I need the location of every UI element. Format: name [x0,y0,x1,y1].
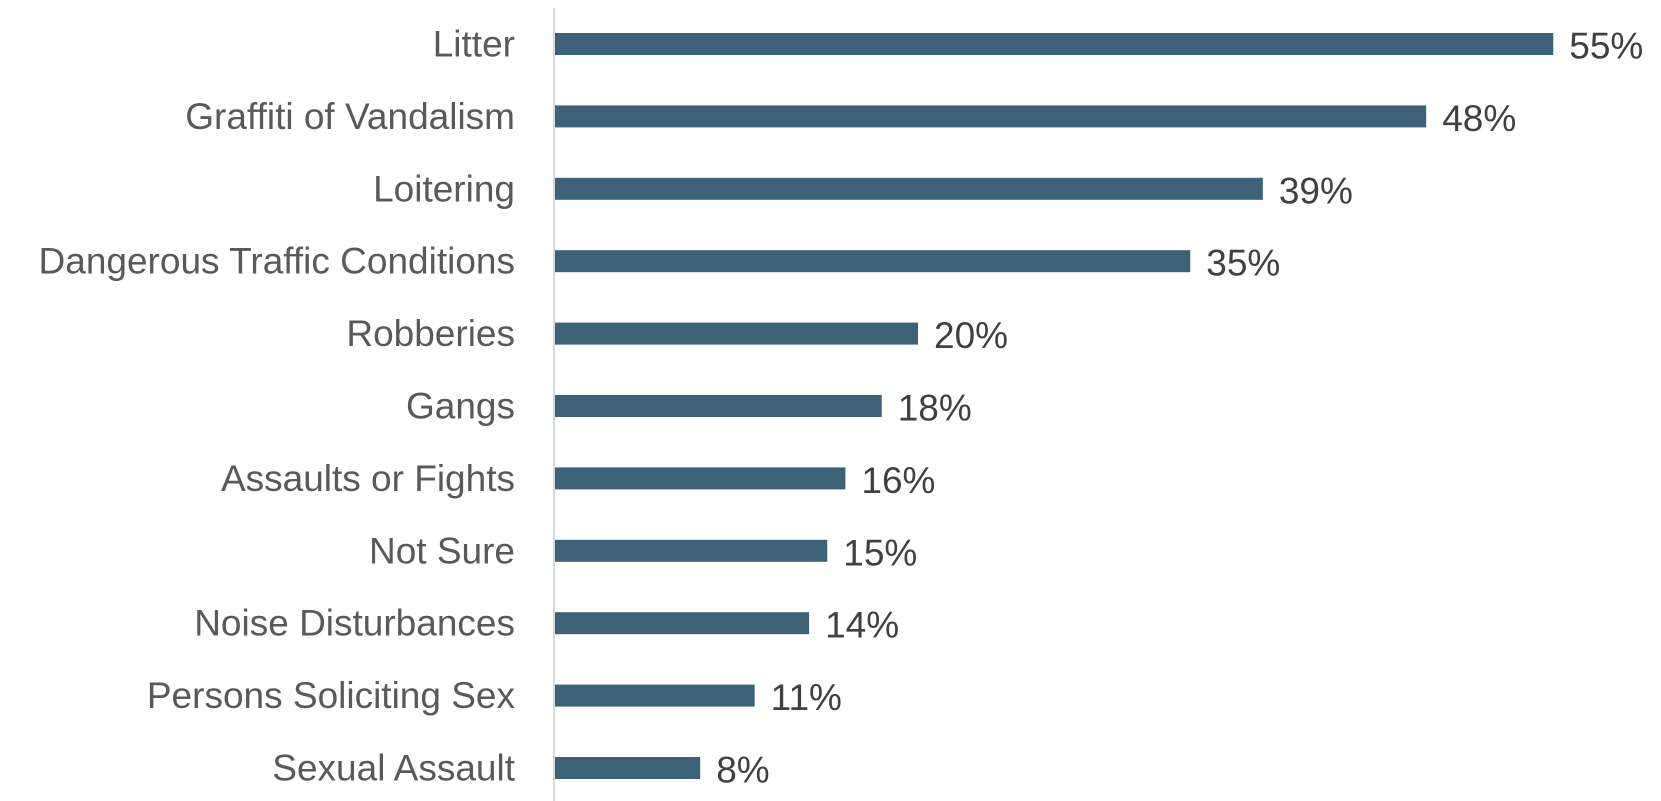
category-label-4: Robberies [346,313,515,354]
category-labels: Litter Graffiti of Vandalism Loitering Dang… [39,24,516,789]
category-label-8: Noise Disturbances [194,603,515,644]
category-label-5: Gangs [406,386,515,427]
bar-4 [555,322,918,345]
bar-9 [555,684,755,707]
bar-2 [555,177,1263,200]
value-label-6: 16% [861,460,935,501]
bar-10 [555,757,701,779]
value-label-9: 11% [771,677,842,718]
category-label-1: Graffiti of Vandalism [185,96,515,137]
category-label-7: Not Sure [369,530,515,571]
bar-1 [555,105,1427,128]
category-label-10: Sexual Assault [272,748,515,789]
category-label-9: Persons Soliciting Sex [147,675,516,716]
bars [555,33,1554,779]
value-label-5: 18% [898,388,972,429]
value-label-0: 55% [1569,26,1643,67]
bar-7 [555,539,828,562]
value-label-3: 35% [1206,243,1280,284]
value-label-8: 14% [825,605,899,646]
bar-0 [555,33,1554,55]
value-label-10: 8% [716,750,769,791]
bar-5 [555,395,882,417]
value-label-7: 15% [843,532,917,573]
value-label-2: 39% [1279,170,1353,211]
bar-6 [555,467,846,490]
bar-8 [555,612,810,635]
category-label-3: Dangerous Traffic Conditions [39,241,515,282]
category-label-2: Loitering [373,168,515,209]
value-label-4: 20% [934,315,1008,356]
value-labels: 55% 48% 39% 35% 20% 18% 16% 15% 14% 11%8% [716,26,1643,791]
category-label-0: Litter [433,24,515,65]
bar-3 [555,250,1191,273]
category-label-6: Assaults or Fights [221,458,515,499]
value-label-1: 48% [1442,98,1516,139]
